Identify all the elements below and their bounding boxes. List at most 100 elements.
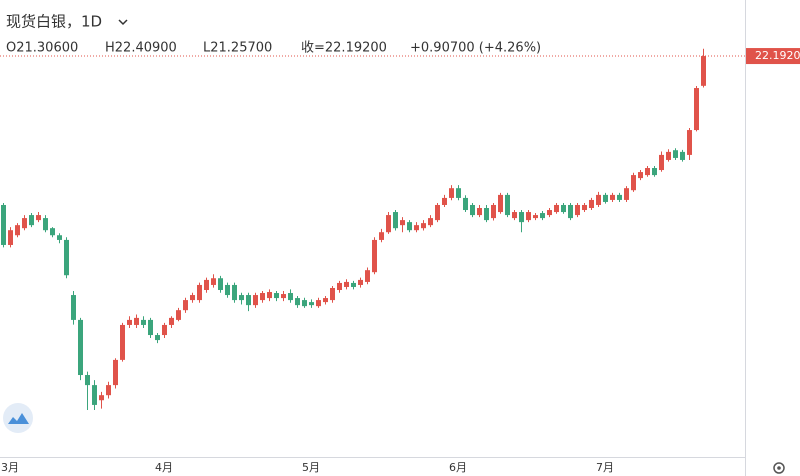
candle-body <box>428 218 433 226</box>
candle-body <box>260 293 265 301</box>
x-tick-label: 4月 <box>155 461 173 474</box>
x-tick-label: 7月 <box>596 461 614 474</box>
candle-body <box>603 194 608 202</box>
candle-body <box>666 151 671 160</box>
candle-body <box>596 194 601 205</box>
interval-dropdown[interactable] <box>118 19 128 26</box>
candle-body <box>540 213 545 219</box>
candle-body <box>694 88 699 131</box>
candle-body <box>379 232 384 240</box>
candle-body <box>99 395 104 401</box>
candle-body <box>120 324 125 360</box>
candle-body <box>15 225 20 236</box>
candle-body <box>148 319 153 336</box>
candle-body <box>246 295 251 306</box>
candle-body <box>71 295 76 320</box>
candle-body <box>512 212 517 219</box>
logo-mark <box>8 413 29 424</box>
candle-body <box>505 194 510 216</box>
candle-body <box>36 215 41 221</box>
candle-body <box>309 302 314 306</box>
candle-body <box>288 293 293 301</box>
candle-body <box>449 188 454 198</box>
candle-body <box>295 298 300 306</box>
candle-body <box>169 317 174 325</box>
candle-body <box>526 212 531 221</box>
candle-body <box>547 210 552 216</box>
x-tick-label: 5月 <box>302 461 320 474</box>
candle-body <box>50 228 55 236</box>
logo[interactable] <box>3 403 33 433</box>
x-tick-label: 6月 <box>449 461 467 474</box>
candle-body <box>463 197 468 211</box>
candle-body <box>106 385 111 396</box>
candle-body <box>57 235 62 240</box>
settings-button[interactable] <box>773 462 785 474</box>
candle-body <box>582 204 587 211</box>
candle-body <box>267 292 272 299</box>
candle-body <box>407 222 412 231</box>
candle-body <box>22 218 27 229</box>
candle-body <box>183 300 188 311</box>
candle-body <box>421 223 426 229</box>
candle-body <box>442 197 447 205</box>
candle-body <box>470 204 475 216</box>
legend-value: L21.25700 <box>203 41 272 56</box>
candle-body <box>162 324 167 336</box>
last-price-label: 22.1920 <box>755 49 800 62</box>
gear-icon <box>773 462 785 474</box>
candle-body <box>225 284 230 296</box>
candle-body <box>673 150 678 158</box>
gear-center <box>777 466 781 470</box>
candle-body <box>491 204 496 219</box>
legend-value: 收=22.19200 <box>301 41 387 56</box>
symbol-title[interactable]: 现货白银，1D <box>6 13 102 31</box>
candle-body <box>589 199 594 209</box>
ohlc-legend: O21.30600 H22.40900 L21.25700 收=22.19200 +0.… <box>6 41 541 56</box>
candle-body <box>302 300 307 307</box>
candle-body <box>344 281 349 287</box>
candle-body <box>435 204 440 221</box>
candle-body <box>610 194 615 200</box>
candle-body <box>190 295 195 301</box>
candle-body <box>253 295 258 306</box>
candle-body <box>197 284 202 301</box>
candle-body <box>456 188 461 198</box>
legend-value: H22.40900 <box>105 41 177 56</box>
plot-area <box>1 48 706 410</box>
candle-body <box>701 56 706 86</box>
candle-body <box>218 278 223 291</box>
candle-body <box>372 239 377 273</box>
candle-body <box>652 168 657 176</box>
candle-body <box>645 168 650 176</box>
candle-body <box>85 375 90 386</box>
candle-body <box>43 218 48 231</box>
candle-body <box>323 298 328 303</box>
candle-body <box>393 212 398 229</box>
x-tick-label: 3月 <box>1 461 19 474</box>
candle-body <box>274 293 279 299</box>
last-price-box <box>746 48 800 65</box>
candle-body <box>638 172 643 179</box>
legend-value: O21.30600 <box>6 41 78 56</box>
candle-body <box>554 204 559 213</box>
candle-body <box>575 204 580 216</box>
candle-body <box>624 188 629 200</box>
candle-body <box>127 319 132 325</box>
candle-body <box>358 279 363 285</box>
candle-body <box>386 215 391 233</box>
candle-body <box>400 220 405 226</box>
candle-body <box>141 319 146 325</box>
candle-body <box>477 208 482 216</box>
candle-body <box>204 279 209 291</box>
logo-circle <box>3 403 33 433</box>
candle-body <box>351 282 356 287</box>
candle-body <box>29 215 34 226</box>
candle-body <box>113 359 118 386</box>
candle-body <box>8 230 13 245</box>
candle-body <box>365 270 370 282</box>
candle-body <box>659 154 664 171</box>
candle-body <box>498 194 503 213</box>
